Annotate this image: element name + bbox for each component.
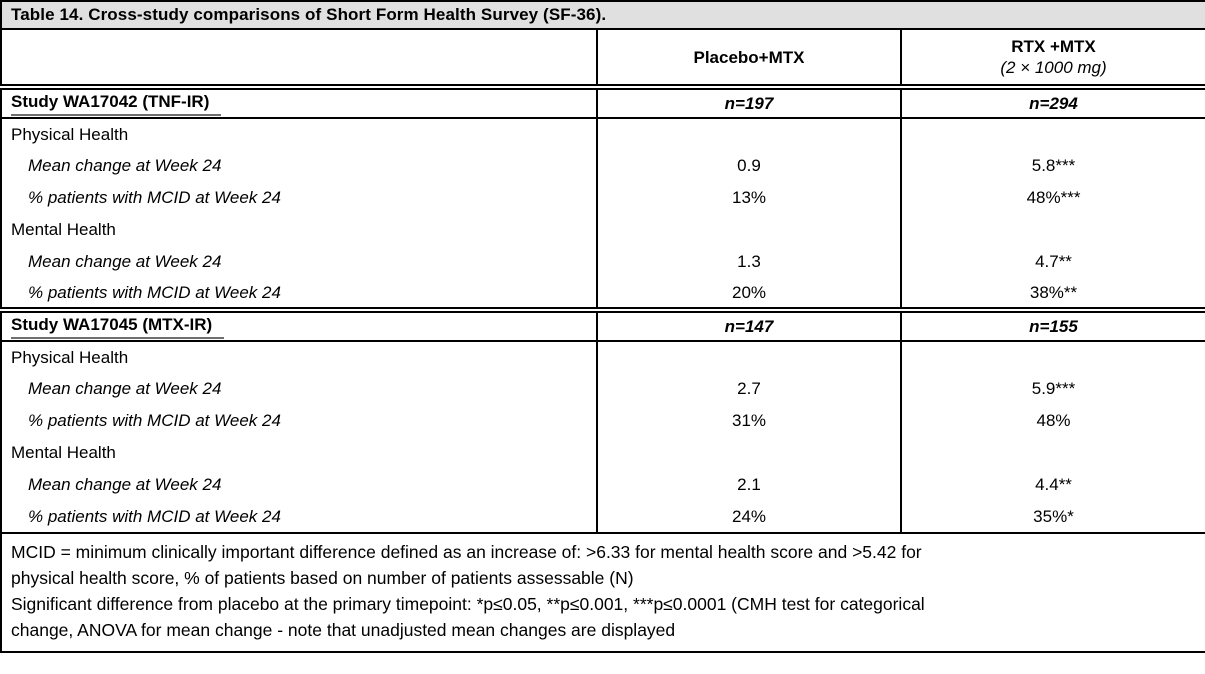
- placebo-value: [596, 214, 901, 246]
- rtx-value: 48%: [900, 405, 1205, 437]
- placebo-column-header: Placebo+MTX: [596, 29, 901, 87]
- placebo-value: [596, 437, 901, 469]
- footnote-line: change, ANOVA for mean change - note tha…: [11, 620, 676, 640]
- table-row-study-wa17045: Study WA17045 (MTX-IR) n=147 n=155: [1, 307, 1205, 342]
- rtx-value: 5.8***: [900, 150, 1205, 182]
- table-row-measure: % patients with MCID at Week 24 20% 38%*…: [1, 278, 1205, 310]
- footnote-line: MCID = minimum clinically important diff…: [11, 542, 922, 562]
- study-name: Study WA17042 (TNF-IR): [11, 93, 222, 116]
- category-label: Mental Health: [11, 220, 116, 239]
- table-footnote-row: MCID = minimum clinically important diff…: [1, 532, 1205, 652]
- table-title-row: Table 14. Cross-study comparisons of Sho…: [1, 1, 1205, 30]
- rtx-value: [900, 341, 1205, 373]
- placebo-value: [596, 341, 901, 373]
- rtx-n-value: n=155: [900, 307, 1205, 342]
- measure-label: % patients with MCID at Week 24: [28, 188, 281, 207]
- table-row-measure: % patients with MCID at Week 24 24% 35%*: [1, 501, 1205, 533]
- measure-label: Mean change at Week 24: [28, 156, 222, 175]
- placebo-value: 20%: [596, 278, 901, 310]
- table-row-category: Mental Health: [1, 214, 1205, 246]
- measure-label: Mean change at Week 24: [28, 379, 222, 398]
- rtx-value: [900, 437, 1205, 469]
- column-header-row: Placebo+MTX RTX +MTX (2 × 1000 mg): [1, 29, 1205, 87]
- table-row-measure: % patients with MCID at Week 24 31% 48%: [1, 405, 1205, 437]
- rtx-value: 38%**: [900, 278, 1205, 310]
- measure-label: Mean change at Week 24: [28, 475, 222, 494]
- footnote-line: Significant difference from placebo at t…: [11, 594, 925, 614]
- placebo-value: 2.7: [596, 373, 901, 405]
- row-label-header-cell: [1, 29, 597, 87]
- placebo-value: 13%: [596, 182, 901, 214]
- study-name: Study WA17045 (MTX-IR): [11, 316, 225, 339]
- rtx-value: [900, 118, 1205, 150]
- placebo-value: 2.1: [596, 469, 901, 501]
- placebo-value: 31%: [596, 405, 901, 437]
- measure-label: % patients with MCID at Week 24: [28, 506, 281, 526]
- rtx-value: 35%*: [900, 501, 1205, 533]
- measure-label: Mean change at Week 24: [28, 252, 222, 271]
- table-row-study-wa17042: Study WA17042 (TNF-IR) n=197 n=294: [1, 84, 1205, 119]
- placebo-value: [596, 118, 901, 150]
- placebo-n-value: n=147: [596, 307, 901, 342]
- rtx-n-value: n=294: [900, 84, 1205, 119]
- table-row-category: Mental Health: [1, 437, 1205, 469]
- rtx-column-header-title: RTX +MTX: [1011, 37, 1096, 56]
- table-title: Table 14. Cross-study comparisons of Sho…: [1, 1, 1205, 30]
- rtx-column-header: RTX +MTX (2 × 1000 mg): [900, 29, 1205, 87]
- sf36-comparison-table: Table 14. Cross-study comparisons of Sho…: [0, 0, 1205, 653]
- table-row-measure: Mean change at Week 24 2.1 4.4**: [1, 469, 1205, 501]
- rtx-value: 48%***: [900, 182, 1205, 214]
- footnote-line: physical health score, % of patients bas…: [11, 568, 634, 588]
- measure-label: % patients with MCID at Week 24: [28, 411, 281, 430]
- category-label: Physical Health: [11, 124, 129, 144]
- table-row-category: Physical Health: [1, 118, 1205, 150]
- rtx-value: 4.4**: [900, 469, 1205, 501]
- table-row-category: Physical Health: [1, 341, 1205, 373]
- table-row-measure: Mean change at Week 24 1.3 4.7**: [1, 246, 1205, 278]
- rtx-value: 4.7**: [900, 246, 1205, 278]
- table-row-measure: Mean change at Week 24 2.7 5.9***: [1, 373, 1205, 405]
- table-footnotes: MCID = minimum clinically important diff…: [1, 532, 1205, 652]
- placebo-value: 0.9: [596, 150, 901, 182]
- placebo-value: 24%: [596, 501, 901, 533]
- rtx-value: 5.9***: [900, 373, 1205, 405]
- rtx-value: [900, 214, 1205, 246]
- table-row-measure: % patients with MCID at Week 24 13% 48%*…: [1, 182, 1205, 214]
- placebo-n-value: n=197: [596, 84, 901, 119]
- measure-label: % patients with MCID at Week 24: [28, 282, 281, 302]
- placebo-value: 1.3: [596, 246, 901, 278]
- category-label: Mental Health: [11, 443, 116, 462]
- rtx-column-header-dose: (2 × 1000 mg): [1000, 58, 1107, 77]
- table-row-measure: Mean change at Week 24 0.9 5.8***: [1, 150, 1205, 182]
- category-label: Physical Health: [11, 347, 129, 367]
